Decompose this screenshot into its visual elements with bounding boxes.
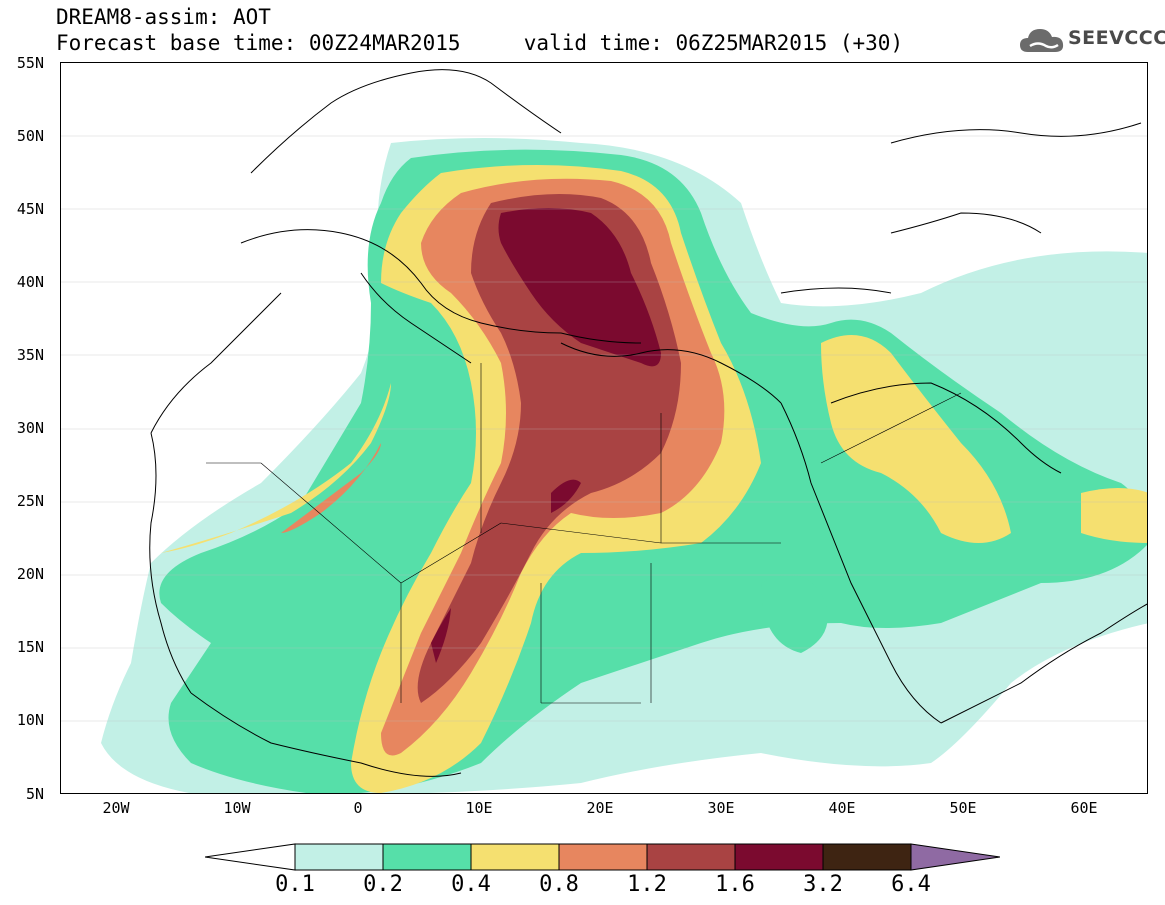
colorbar-arrow-high xyxy=(910,843,1000,871)
lon-label-10W: 10W xyxy=(223,799,251,817)
lat-label-45N: 45N xyxy=(16,200,44,218)
lon-label-10E: 10E xyxy=(465,799,493,817)
lat-label-35N: 35N xyxy=(16,346,44,364)
lon-label-40E: 40E xyxy=(828,799,856,817)
aot-colorbar xyxy=(205,843,1000,871)
aot-contour-1.6 xyxy=(431,208,661,663)
colorbar-bin-1 xyxy=(294,843,384,871)
aot-map xyxy=(60,62,1148,794)
lon-label-50E: 50E xyxy=(949,799,977,817)
colorbar-label-0.8: 0.8 xyxy=(539,872,579,897)
forecast-time-subtitle: Forecast base time: 00Z24MAR2015 valid t… xyxy=(56,31,904,55)
coastlines xyxy=(149,69,1147,777)
lat-label-10N: 10N xyxy=(16,711,44,729)
lat-label-30N: 30N xyxy=(16,419,44,437)
lat-label-5N: 5N xyxy=(25,785,44,803)
colorbar-label-0.1: 0.1 xyxy=(275,872,315,897)
lon-label-20E: 20E xyxy=(586,799,614,817)
logo-text: SEEVCCC xyxy=(1068,27,1165,49)
colorbar-label-3.2: 3.2 xyxy=(803,872,843,897)
lon-label-30E: 30E xyxy=(707,799,735,817)
colorbar-arrow-low xyxy=(205,843,296,871)
lon-label-60E: 60E xyxy=(1070,799,1098,817)
country-borders xyxy=(206,363,962,704)
lat-label-40N: 40N xyxy=(16,273,44,291)
colorbar-label-0.2: 0.2 xyxy=(363,872,403,897)
lon-label-20W: 20W xyxy=(102,799,130,817)
lat-label-15N: 15N xyxy=(16,638,44,656)
lat-label-25N: 25N xyxy=(16,492,44,510)
lat-label-55N: 55N xyxy=(16,54,44,72)
colorbar-label-1.2: 1.2 xyxy=(627,872,667,897)
colorbar-bin-7 xyxy=(822,843,912,871)
colorbar-label-1.6: 1.6 xyxy=(715,872,755,897)
cloud-icon xyxy=(1020,29,1064,52)
seevccc-logo: SEEVCCC xyxy=(1018,24,1165,58)
aot-map-canvas xyxy=(61,69,1147,793)
colorbar-bin-2 xyxy=(382,843,472,871)
colorbar-bin-6 xyxy=(734,843,824,871)
map-graticule xyxy=(61,135,1147,722)
colorbar-bin-4 xyxy=(558,843,648,871)
colorbar-label-0.4: 0.4 xyxy=(451,872,491,897)
lat-label-20N: 20N xyxy=(16,565,44,583)
lat-label-50N: 50N xyxy=(16,127,44,145)
chart-title: DREAM8-assim: AOT xyxy=(56,5,271,29)
colorbar-label-6.4: 6.4 xyxy=(891,872,931,897)
lon-label-0: 0 xyxy=(353,799,363,817)
colorbar-bin-5 xyxy=(646,843,736,871)
colorbar-bin-3 xyxy=(470,843,560,871)
